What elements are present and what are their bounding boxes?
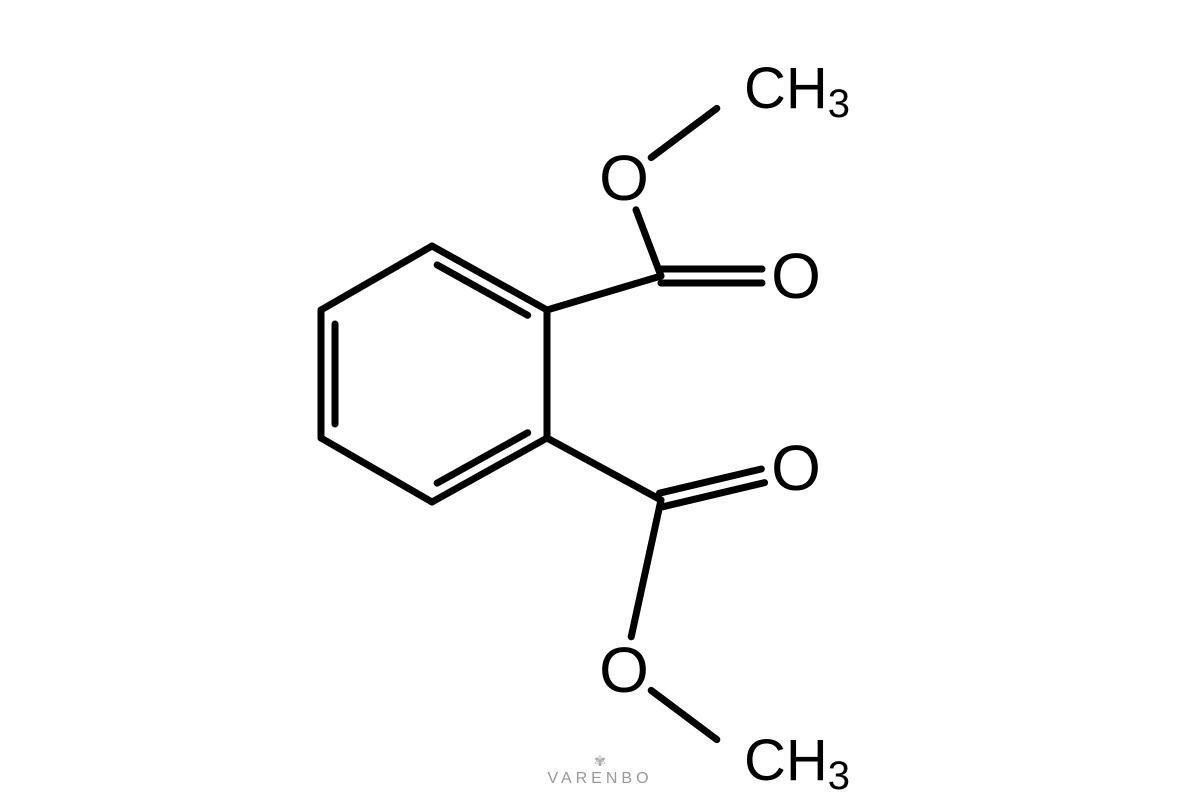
watermark-text: VARENBO <box>547 770 652 787</box>
O-bot-carbonyl-label: O <box>771 432 821 504</box>
O-bot-ether-label: O <box>599 634 649 706</box>
CH3-top-label: CH3 <box>744 56 850 127</box>
watermark-icon: ✾ <box>547 754 652 768</box>
O-top-carbonyl-label: O <box>771 240 821 312</box>
chemical-structure-diagram: O O O O CH3 CH3 <box>0 0 1200 800</box>
O-top-ether-label: O <box>599 142 649 214</box>
CH3-bot-label: CH3 <box>744 728 850 799</box>
watermark: ✾ VARENBO <box>547 754 652 788</box>
